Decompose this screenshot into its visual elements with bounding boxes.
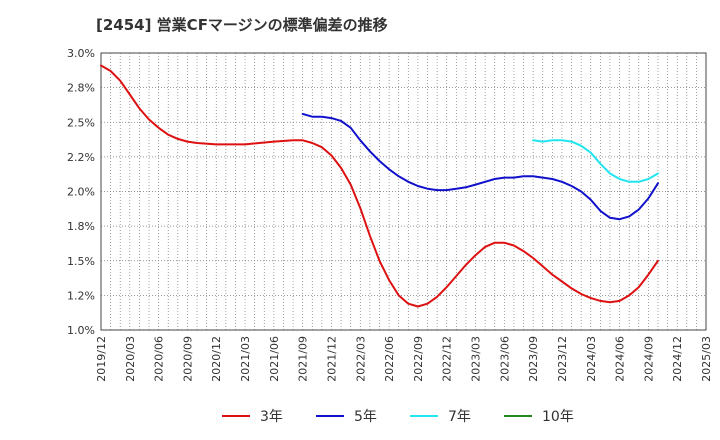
y-tick-label: 2.0%	[67, 186, 95, 199]
x-tick-label: 2023/03	[470, 336, 483, 382]
x-tick-label: 2020/09	[181, 336, 194, 382]
legend-item-7y: 7年	[410, 404, 471, 428]
x-tick-label: 2022/03	[354, 336, 367, 382]
legend-swatch-3y	[222, 415, 250, 417]
y-tick-label: 2.5%	[67, 116, 95, 129]
x-tick-label: 2023/09	[527, 336, 540, 382]
x-tick-label: 2025/03	[700, 336, 713, 382]
series-line-5y	[301, 112, 659, 221]
x-tick-label: 2024/12	[671, 336, 684, 382]
x-tick-label: 2022/06	[383, 336, 396, 382]
legend-swatch-10y	[504, 415, 532, 417]
x-tick-label: 2021/06	[268, 336, 281, 382]
x-tick-label: 2023/06	[498, 336, 511, 382]
legend: 3年 5年 7年 10年	[0, 404, 720, 428]
legend-label-7y: 7年	[448, 409, 471, 425]
x-tick-label: 2021/09	[297, 336, 310, 382]
chart-title: [2454] 営業CFマージンの標準偏差の推移	[96, 16, 388, 34]
y-tick-label: 2.2%	[67, 151, 95, 164]
series-line-3y	[100, 64, 659, 308]
x-tick-label: 2021/12	[325, 336, 338, 382]
legend-label-10y: 10年	[542, 409, 574, 425]
legend-label-5y: 5年	[354, 409, 377, 425]
legend-swatch-7y	[410, 415, 438, 417]
x-tick-label: 2024/03	[585, 336, 598, 382]
legend-item-5y: 5年	[316, 404, 377, 428]
y-tick-label: 3.0%	[67, 47, 95, 60]
x-tick-label: 2022/12	[441, 336, 454, 382]
series-line-7y	[532, 139, 659, 183]
y-tick-label: 2.8%	[67, 82, 95, 95]
y-tick-label: 1.2%	[67, 289, 95, 302]
legend-label-3y: 3年	[260, 409, 283, 425]
y-tick-label: 1.0%	[67, 324, 95, 337]
x-tick-label: 2020/06	[153, 336, 166, 382]
x-tick-label: 2020/03	[124, 336, 137, 382]
x-tick-label: 2021/03	[239, 336, 252, 382]
y-tick-label: 1.5%	[67, 255, 95, 268]
y-tick-label: 1.8%	[67, 220, 95, 233]
x-tick-label: 2019/12	[95, 336, 108, 382]
x-tick-label: 2020/12	[210, 336, 223, 382]
legend-item-3y: 3年	[222, 404, 283, 428]
x-tick-label: 2023/12	[556, 336, 569, 382]
plot-border	[100, 52, 707, 331]
legend-item-10y: 10年	[504, 404, 574, 428]
legend-swatch-5y	[316, 415, 344, 417]
x-tick-label: 2024/09	[642, 336, 655, 382]
x-tick-label: 2022/09	[412, 336, 425, 382]
x-tick-label: 2024/06	[614, 336, 627, 382]
